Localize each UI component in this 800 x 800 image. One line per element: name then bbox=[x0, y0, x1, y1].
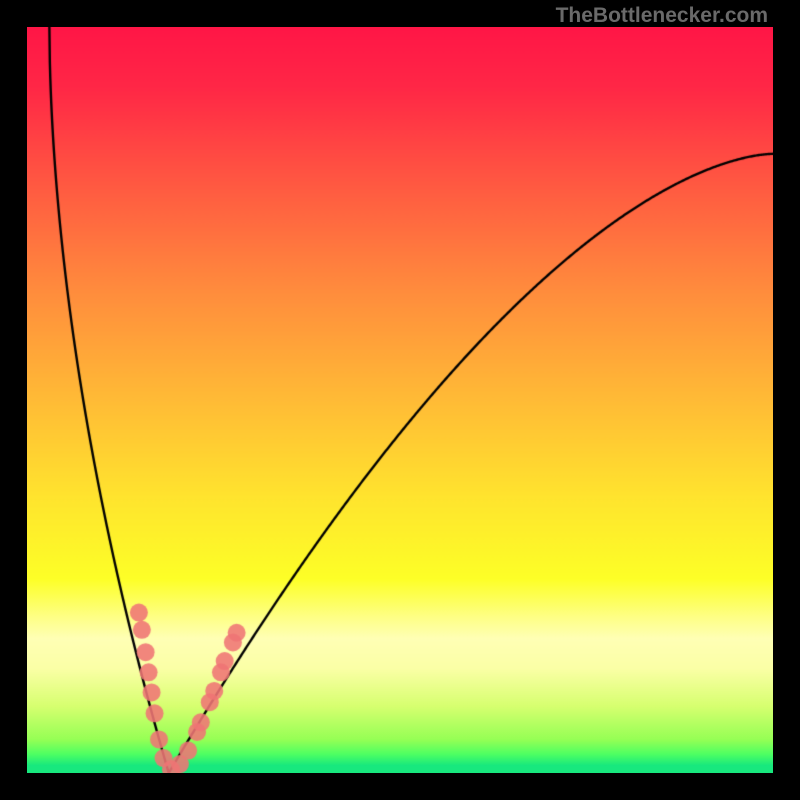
bottleneck-curve bbox=[27, 27, 773, 773]
watermark-text: TheBottlenecker.com bbox=[556, 4, 768, 28]
plot-area bbox=[27, 27, 773, 773]
chart-frame bbox=[0, 0, 800, 800]
